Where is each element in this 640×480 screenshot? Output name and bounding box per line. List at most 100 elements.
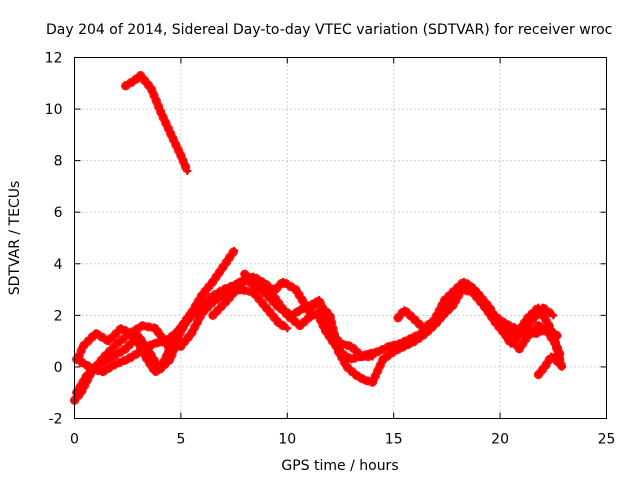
data-point [157,110,166,119]
x-tick-label: 5 [176,432,185,448]
data-point [168,133,177,142]
data-point [274,303,283,312]
data-point [523,313,532,322]
data-point [291,285,300,294]
data-point [72,388,81,397]
data-point [459,277,468,286]
y-tick-label: 0 [54,360,63,376]
data-point [130,331,139,340]
data-point [440,295,449,304]
data-point [296,321,305,330]
data-series-7 [240,269,377,362]
data-point [72,355,81,364]
y-tick-label: 8 [54,154,63,170]
data-point [491,319,500,328]
data-point [502,324,511,333]
data-point [223,295,232,304]
data-point [410,337,419,346]
data-point [283,324,292,333]
data-point [287,311,296,320]
y-tick-label: 10 [45,102,63,118]
data-point [208,277,217,286]
x-axis-label: GPS time / hours [281,458,398,474]
data-point [542,326,551,335]
data-series-4 [121,71,192,176]
data-point [470,285,479,294]
data-point [508,337,517,346]
data-point [274,319,283,328]
data-point [130,76,139,85]
data-point [325,326,334,335]
data-point [219,285,228,294]
data-point [419,324,428,333]
data-point [442,306,451,315]
y-tick-label: -2 [49,412,63,428]
data-point [176,151,185,160]
data-point [121,344,130,353]
data-point [374,347,383,356]
data-point [198,290,207,299]
data-point [515,344,524,353]
data-point [534,321,543,330]
data-point [117,324,126,333]
x-tick-label: 20 [491,432,509,448]
chart-title: Day 204 of 2014, Sidereal Day-to-day VTE… [46,22,612,38]
data-point [393,313,402,322]
y-axis-label: SDTVAR / TECUs [7,181,23,296]
data-point [142,355,151,364]
data-point [108,352,117,361]
data-point [85,362,94,371]
data-point [336,339,345,348]
data-point [379,355,388,364]
data-series-8 [393,277,565,359]
data-point [347,355,356,364]
series-layer [70,71,567,405]
data-point [196,303,205,312]
data-point [315,295,324,304]
x-tick-label: 0 [70,432,79,448]
data-point [359,375,368,384]
data-point [174,326,183,335]
data-point [342,362,351,371]
data-point [136,71,145,80]
data-point [113,339,122,348]
y-tick-label: 6 [54,205,63,221]
data-point [549,311,558,320]
data-point [351,370,360,379]
data-point [451,285,460,294]
data-point [304,313,313,322]
data-point [385,342,394,351]
data-point [389,347,398,356]
data-point [534,303,543,312]
y-tick-label: 4 [54,257,63,273]
data-point [400,342,409,351]
data-point [408,313,417,322]
data-point [368,352,377,361]
data-point [121,81,130,90]
y-tick-label: 12 [45,51,63,67]
data-point [187,329,196,338]
data-point [79,342,88,351]
data-point [347,342,356,351]
data-point [540,362,549,371]
data-point [368,378,377,387]
data-point [91,329,100,338]
data-point [83,370,92,379]
x-tick-label: 15 [385,432,403,448]
data-point [185,313,194,322]
data-point [219,262,228,271]
data-point [262,303,271,312]
data-point [513,329,522,338]
data-point [136,347,145,356]
data-point [206,293,215,302]
data-point [334,347,343,356]
data-point [553,357,562,366]
data-point [138,321,147,330]
data-point [98,368,107,377]
data-point [123,355,132,364]
data-point [162,337,171,346]
data-point [266,290,275,299]
data-point [253,282,262,291]
